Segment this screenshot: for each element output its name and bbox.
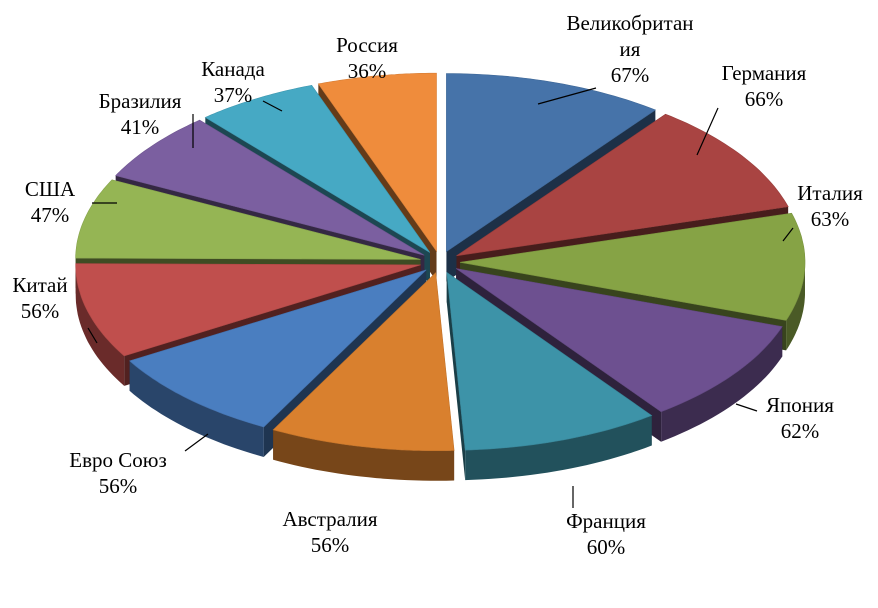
slice-value-label: 67% <box>611 63 650 87</box>
slice-label-5: Франция 60% <box>566 509 646 559</box>
slice-top-1 <box>446 73 657 253</box>
slice-top-2 <box>456 113 789 257</box>
slice-label-9: США 47% <box>25 177 76 227</box>
slice-name-label: Франция <box>566 509 646 533</box>
leader-line-11 <box>262 100 283 112</box>
slice-value-label: 56% <box>311 533 350 557</box>
slice-value-label: 37% <box>214 83 253 107</box>
slice-label-4: Япония 62% <box>766 393 834 443</box>
slice-name-label: Германия <box>722 61 807 85</box>
slice-value-label: 63% <box>811 207 850 231</box>
slice-name-label: ия <box>620 37 641 61</box>
leader-line-7 <box>184 433 209 452</box>
slice-label-8: Китай 56% <box>12 273 67 323</box>
slices-layer <box>75 72 806 481</box>
slice-5 <box>446 271 653 481</box>
slice-name-label: Россия <box>336 33 398 57</box>
slice-value-label: 47% <box>31 203 70 227</box>
slice-name-label: Китай <box>12 273 67 297</box>
slice-name-label: Канада <box>201 57 265 81</box>
leader-line-4 <box>735 403 758 412</box>
slice-top-10 <box>115 119 425 256</box>
slice-label-2: Германия 66% <box>722 61 807 111</box>
slice-label-7: Евро Союз 56% <box>69 448 166 498</box>
slice-value-label: 60% <box>587 535 626 559</box>
slice-name-label: Япония <box>766 393 834 417</box>
slice-rim-5 <box>465 415 652 481</box>
slice-name-label: США <box>25 177 76 201</box>
slice-value-label: 62% <box>781 419 820 443</box>
slice-value-label: 56% <box>99 474 138 498</box>
leader-line-1 <box>537 87 597 105</box>
slice-top-12 <box>317 72 437 253</box>
slice-rim-6 <box>273 429 455 481</box>
slice-name-label: Италия <box>797 181 863 205</box>
slice-top-4 <box>455 268 783 413</box>
slice-6 <box>272 272 455 481</box>
slice-name-label: Бразилия <box>99 89 182 113</box>
slice-top-3 <box>459 212 806 321</box>
slice-label-11: Канада 37% <box>201 57 265 107</box>
slice-top-5 <box>446 271 653 451</box>
slice-top-6 <box>272 272 455 451</box>
labels-layer: Великобритан ия 67% Германия 66% Италия 63% Япо… <box>12 11 863 559</box>
slice-rim-7 <box>129 360 264 457</box>
slice-value-label: 41% <box>121 115 160 139</box>
slice-value-label: 36% <box>348 59 387 83</box>
slice-rim-4 <box>661 326 783 442</box>
slice-side-face-5-2 <box>446 272 466 481</box>
leader-line-2 <box>696 107 719 156</box>
slice-name-label: Великобритан <box>566 11 693 35</box>
leader-lines <box>87 87 794 508</box>
slice-top-8 <box>75 263 421 357</box>
slice-label-3: Италия 63% <box>797 181 863 231</box>
slice-rim-8 <box>75 264 125 386</box>
slice-label-6: Австралия 56% <box>282 507 377 557</box>
slice-label-10: Бразилия 41% <box>99 89 182 139</box>
leader-line-8 <box>87 327 98 344</box>
slice-label-1: Великобритан ия 67% <box>566 11 693 87</box>
slice-top-11 <box>204 84 431 253</box>
slice-value-label: 56% <box>21 299 60 323</box>
slice-name-label: Евро Союз <box>69 448 166 472</box>
slice-top-9 <box>75 179 421 260</box>
slice-value-label: 66% <box>745 87 784 111</box>
slice-top-7 <box>129 269 427 428</box>
slice-rim-3 <box>786 262 805 351</box>
slice-label-12: Россия 36% <box>336 33 398 83</box>
leader-line-3 <box>782 227 794 242</box>
slice-name-label: Австралия <box>282 507 377 531</box>
